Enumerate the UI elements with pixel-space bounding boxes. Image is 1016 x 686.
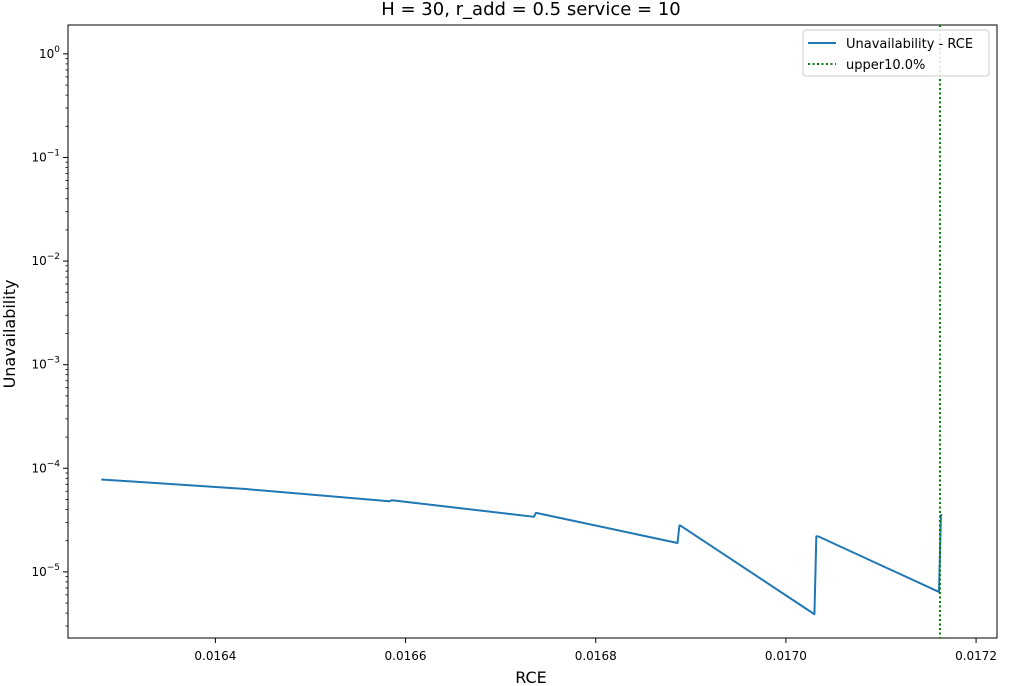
y-tick-label: 10−3 — [31, 356, 60, 372]
y-tick-label: 10−1 — [31, 148, 60, 164]
y-tick-label: 10−5 — [31, 563, 60, 579]
x-tick-label: 0.0168 — [575, 649, 617, 663]
x-tick-label: 0.0166 — [385, 649, 427, 663]
chart-title: H = 30, r_add = 0.5 service = 10 — [381, 0, 680, 20]
legend-label-1: upper10.0% — [846, 58, 925, 73]
x-tick-label: 0.0172 — [955, 649, 997, 663]
legend-label-0: Unavailability - RCE — [846, 37, 973, 52]
y-tick-label: 100 — [39, 45, 60, 61]
x-axis-label: RCE — [515, 668, 547, 686]
x-tick-label: 0.0164 — [194, 649, 236, 663]
legend-box — [802, 29, 990, 77]
y-tick-label: 10−4 — [31, 459, 60, 475]
plot-frame — [67, 24, 998, 639]
y-axis-label: Unavailability — [0, 280, 19, 389]
series-0-line — [101, 478, 943, 616]
x-tick-label: 0.0170 — [765, 649, 807, 663]
y-tick-label: 10−2 — [31, 252, 60, 268]
